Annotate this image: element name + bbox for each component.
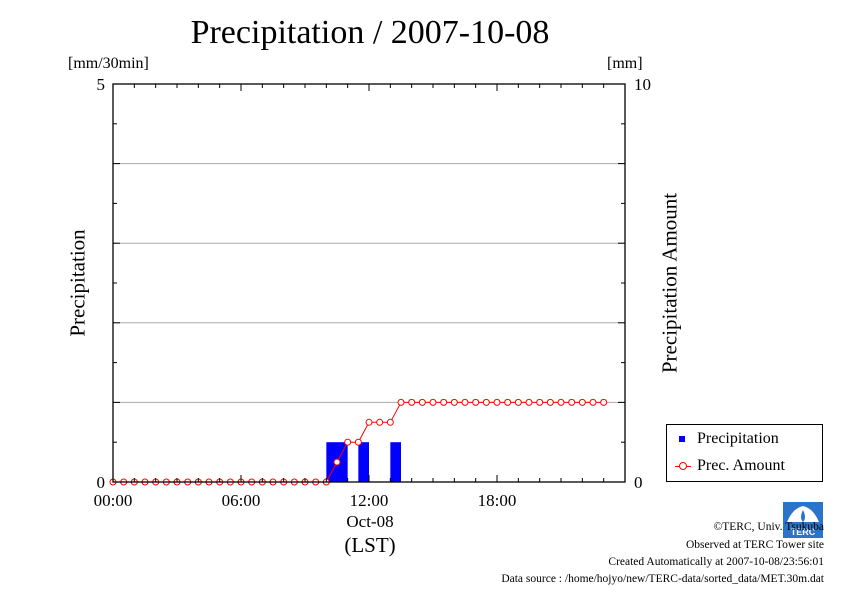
amount-point	[472, 398, 480, 406]
amount-point	[493, 398, 501, 406]
amount-point	[514, 398, 522, 406]
amount-point	[557, 398, 565, 406]
amount-point	[568, 398, 576, 406]
amount-point	[376, 418, 384, 426]
amount-point	[589, 398, 597, 406]
credit-observed: Observed at TERC Tower site	[685, 539, 824, 551]
amount-point	[386, 418, 394, 426]
credit-source: Data source : /home/hojyo/new/TERC-data/…	[501, 573, 824, 585]
chart-title: Precipitation / 2007-10-08	[190, 14, 550, 51]
precipitation-bar	[337, 442, 348, 482]
precipitation-bars	[326, 442, 401, 482]
amount-point	[354, 438, 362, 446]
x-tick-label: 18:00	[478, 491, 517, 510]
amount-point	[504, 398, 512, 406]
amount-point	[546, 398, 554, 406]
legend-precipitation-label: Precipitation	[697, 430, 779, 447]
y-right-tick-label: 0	[634, 473, 643, 492]
precipitation-bar	[390, 442, 401, 482]
amount-point	[450, 398, 458, 406]
precipitation-bar	[358, 442, 369, 482]
legend-amount-label: Prec. Amount	[697, 457, 785, 474]
x-tick-label: 12:00	[350, 491, 389, 510]
legend-item-amount: Prec. Amount	[675, 457, 785, 475]
right-axis-unit: [mm]	[607, 55, 643, 72]
amount-point	[440, 398, 448, 406]
amount-point	[578, 398, 586, 406]
amount-point	[344, 438, 352, 446]
amount-point	[482, 398, 490, 406]
left-axis-unit: [mm/30min]	[68, 55, 149, 72]
legend-bar-swatch	[675, 433, 691, 445]
x-date-label: Oct-08	[346, 512, 394, 531]
amount-point	[365, 418, 373, 426]
x-time-zone-label: (LST)	[344, 533, 396, 557]
amount-point	[418, 398, 426, 406]
credit-copyright: ©TERC, Univ. Tsukuba	[713, 521, 824, 533]
legend-item-precipitation: Precipitation	[675, 430, 779, 448]
amount-point	[525, 398, 533, 406]
axis-ticks: 00:00 06:00 12:00 18:00 0 5 0 10	[94, 75, 651, 510]
x-tick-label: 00:00	[94, 491, 133, 510]
terc-logo: TERC	[783, 502, 823, 538]
amount-point	[536, 398, 544, 406]
legend-line-swatch	[675, 460, 691, 472]
x-tick-label: 06:00	[222, 491, 261, 510]
grid-lines	[113, 163, 625, 403]
y-right-tick-label: 10	[634, 75, 651, 94]
amount-point	[408, 398, 416, 406]
amount-point	[600, 398, 608, 406]
credit-created: Created Automatically at 2007-10-08/23:5…	[608, 556, 824, 568]
amount-point	[397, 398, 405, 406]
amount-point	[333, 458, 341, 466]
logo-text: TERC	[791, 527, 816, 537]
y-left-tick-label: 5	[97, 75, 106, 94]
amount-point	[461, 398, 469, 406]
amount-point	[429, 398, 437, 406]
precipitation-bar	[326, 442, 337, 482]
legend: Precipitation Prec. Amount	[666, 424, 823, 482]
y-left-tick-label: 0	[97, 473, 106, 492]
